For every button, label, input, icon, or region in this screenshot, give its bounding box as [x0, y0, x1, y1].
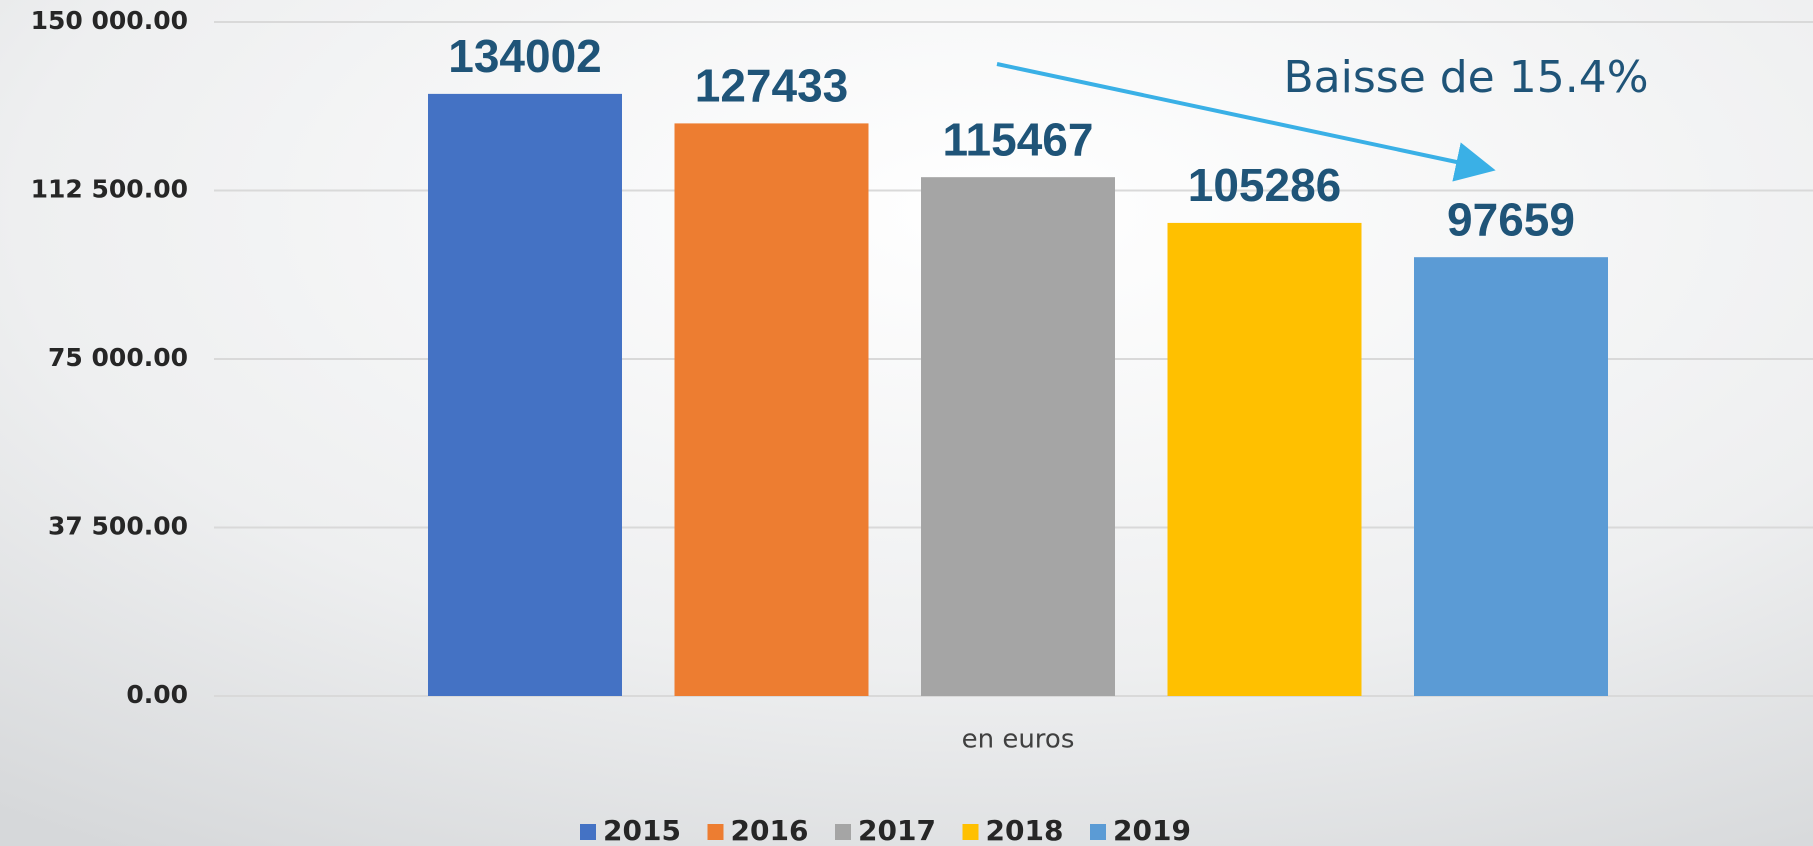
- y-tick-label: 112 500.00: [31, 175, 188, 204]
- x-tick-label: en euros: [962, 725, 1075, 755]
- legend-label: 2017: [858, 814, 936, 846]
- legend-label: 2016: [731, 814, 809, 846]
- y-tick-label: 75 000.00: [48, 343, 188, 372]
- legend-swatch: [580, 824, 596, 840]
- legend-swatch: [962, 824, 979, 840]
- legend-label: 2018: [986, 814, 1064, 846]
- bar: [921, 177, 1115, 696]
- legend-swatch: [835, 824, 851, 840]
- trend-arrow: [996, 62, 1496, 182]
- bar: [1414, 257, 1608, 696]
- bar: [428, 93, 622, 697]
- value-label: 134002: [448, 30, 602, 82]
- bar: [1167, 222, 1362, 696]
- legend-label: 2015: [603, 814, 681, 846]
- annotation: Baisse de 15.4%: [1283, 52, 1648, 103]
- bar: [674, 123, 869, 696]
- bars: [428, 93, 1608, 697]
- value-label: 127433: [695, 60, 849, 112]
- value-label: 115467: [943, 113, 1094, 165]
- legend-swatch: [1090, 824, 1106, 840]
- legend-swatch: [707, 824, 724, 840]
- value-label: 97659: [1447, 193, 1575, 245]
- legend-label: 2019: [1113, 814, 1191, 846]
- y-tick-label: 0.00: [126, 680, 188, 709]
- value-label: 105286: [1188, 159, 1342, 211]
- y-tick-label: 150 000.00: [31, 6, 188, 35]
- y-tick-label: 37 500.00: [48, 512, 188, 541]
